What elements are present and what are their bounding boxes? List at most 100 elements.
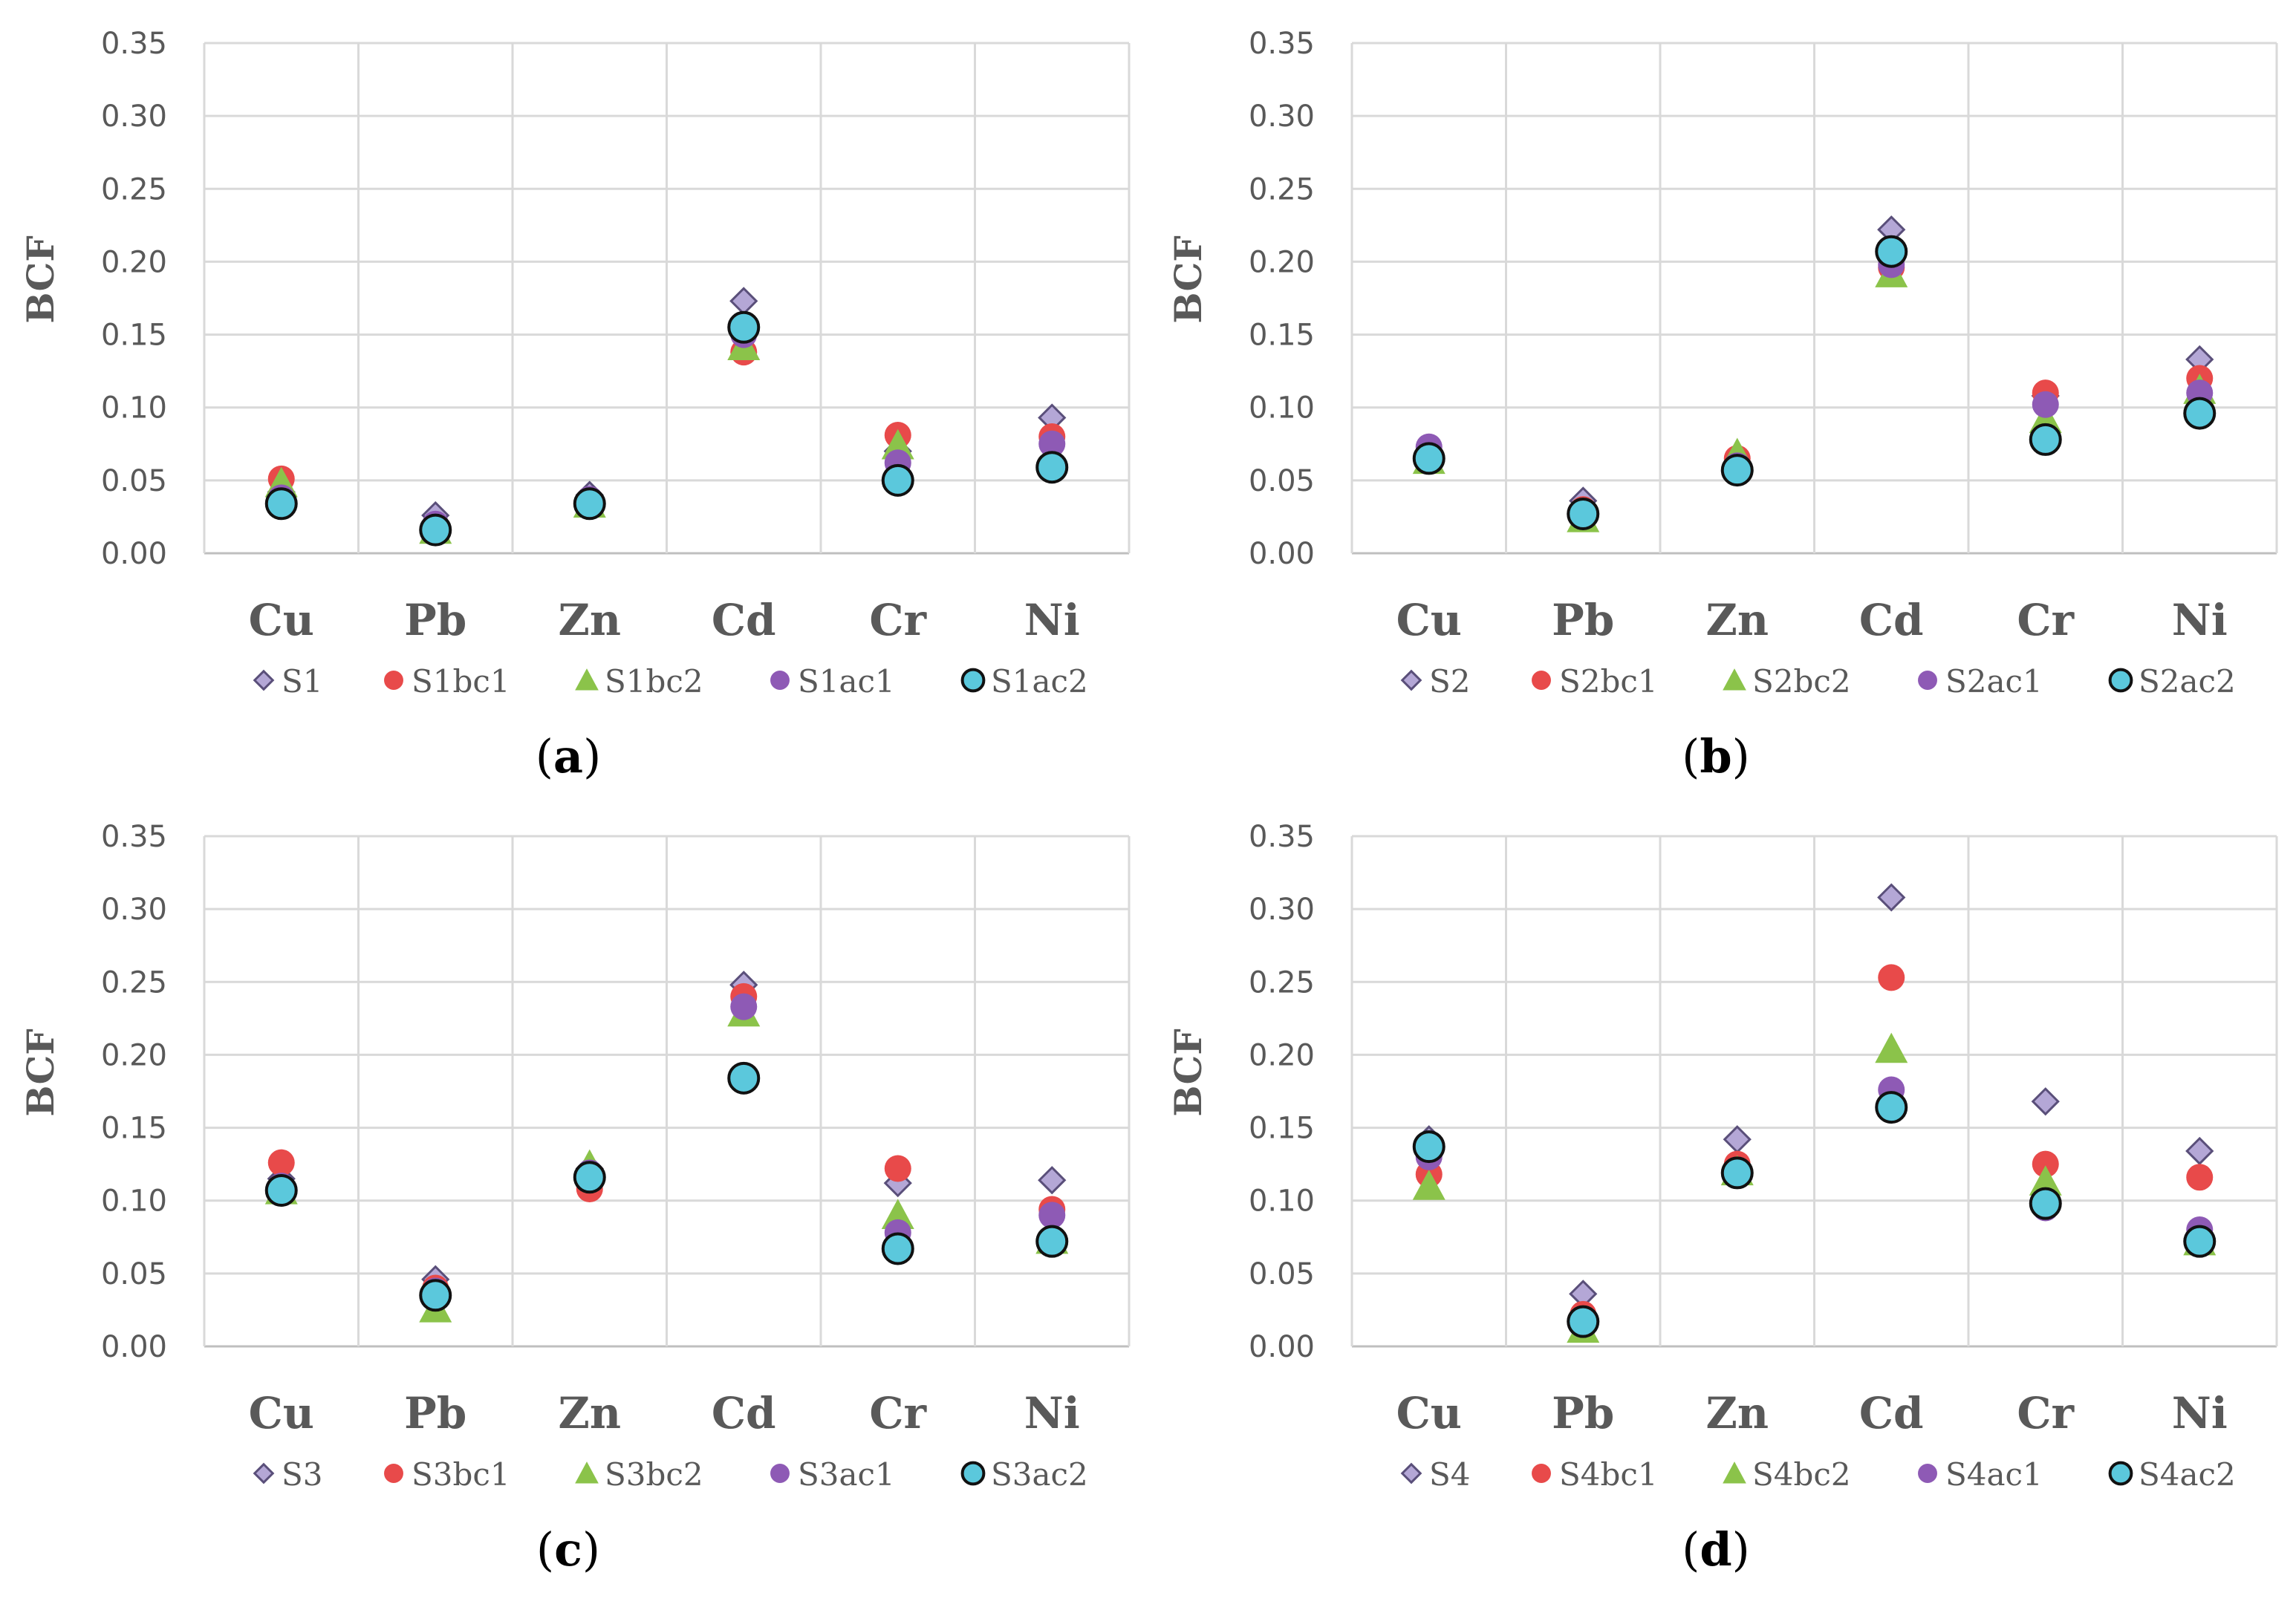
y-tick-label: 0.05 (1249, 464, 1315, 498)
legend-marker-s4bc1 (1532, 1464, 1551, 1483)
category-label-zn: Zn (558, 595, 621, 645)
category-label-ni: Ni (1024, 595, 1080, 645)
legend-label-s3bc1: S3bc1 (412, 1456, 510, 1493)
y-tick-label: 0.00 (1249, 537, 1315, 571)
legend-marker-s2bc2 (1723, 668, 1746, 691)
legend-label-s1bc1: S1bc1 (412, 663, 510, 700)
y-tick-label: 0.10 (101, 391, 167, 426)
legend-label-s4bc1: S4bc1 (1559, 1456, 1658, 1493)
legend-label-s4ac1: S4ac1 (1945, 1456, 2043, 1493)
data-point-s2ac2-ni (2183, 397, 2217, 430)
y-tick-label: 0.05 (101, 1257, 167, 1291)
y-axis-label: BCF (1166, 235, 1210, 323)
panel-label-letter: d (1700, 1522, 1731, 1577)
data-point-s4-cr (2031, 1087, 2060, 1116)
legend-label-s2: S2 (1429, 663, 1471, 700)
y-tick-label: 0.15 (101, 1112, 167, 1146)
data-point-s4bc2-cd (1875, 1032, 1908, 1063)
y-tick-label: 0.30 (101, 893, 167, 927)
category-label-cr: Cr (2017, 1388, 2075, 1438)
data-point-s1ac1-ni (1038, 430, 1066, 457)
legend-marker-s2ac1 (1918, 671, 1937, 690)
data-point-s1-cd (729, 287, 758, 316)
data-point-s4ac2-pb (1567, 1305, 1600, 1338)
y-tick-label: 0.15 (1249, 1112, 1315, 1146)
data-point-s4ac2-cu (1412, 1130, 1445, 1164)
y-tick-label: 0.20 (101, 1038, 167, 1072)
data-point-s1bc2-cr (881, 428, 914, 460)
data-point-s3ac2-pb (419, 1279, 452, 1312)
y-tick-label: 0.35 (1249, 27, 1315, 61)
category-label-pb: Pb (404, 1388, 466, 1438)
y-tick-label: 0.25 (101, 965, 167, 1000)
y-tick-label: 0.35 (101, 27, 167, 61)
legend-label-s3: S3 (282, 1456, 323, 1493)
y-tick-label: 0.00 (1249, 1330, 1315, 1364)
legend-marker-s2ac2 (2108, 668, 2133, 693)
category-label-zn: Zn (1705, 595, 1769, 645)
panel-label-letter: a (553, 729, 583, 783)
category-label-pb: Pb (1552, 595, 1614, 645)
data-point-s1ac2-pb (419, 513, 452, 547)
data-point-s2ac2-zn (1720, 454, 1754, 487)
y-tick-label: 0.10 (101, 1184, 167, 1219)
y-tick-label: 0.10 (1249, 1184, 1315, 1219)
y-tick-label: 0.30 (1249, 893, 1315, 927)
panel-label-open: ( (536, 729, 553, 783)
data-point-s3bc1-cu (267, 1149, 295, 1176)
category-label-ni: Ni (1024, 1388, 1080, 1438)
data-point-s4-zn (1723, 1125, 1752, 1154)
y-tick-label: 0.20 (1249, 245, 1315, 279)
data-point-s1ac2-zn (573, 487, 606, 521)
data-point-s3bc1-cr (884, 1155, 911, 1182)
y-tick-label: 0.30 (101, 100, 167, 134)
y-axis-label: BCF (19, 1029, 62, 1116)
panel-label-open: ( (536, 1522, 554, 1577)
y-tick-label: 0.25 (1249, 965, 1315, 1000)
legend-marker-s1 (253, 669, 275, 691)
data-point-s2ac2-cr (2029, 423, 2062, 456)
legend-marker-s2bc1 (1532, 671, 1551, 690)
data-point-s1ac2-ni (1035, 451, 1069, 484)
legend-label-s3ac2: S3ac2 (991, 1456, 1088, 1493)
legend-marker-s1bc2 (575, 668, 599, 691)
panel-label-open: ( (1682, 1522, 1700, 1577)
data-point-s4bc1-cd (1878, 964, 1905, 991)
category-label-cu: Cu (1396, 595, 1462, 645)
legend-label-s2ac2: S2ac2 (2139, 663, 2236, 700)
category-label-ni: Ni (2172, 1388, 2228, 1438)
y-tick-label: 0.05 (101, 464, 167, 498)
y-tick-label: 0.25 (101, 172, 167, 206)
data-point-s2ac1-cr (2032, 391, 2059, 418)
chart-panel-c: 0.00 0.05 0.10 0.15 0.20 0.25 0.30 0.35 BCF Cu Pb Z… (19, 820, 1131, 1577)
data-point-s4bc1-cr (2032, 1150, 2059, 1178)
data-point-s3-ni (1038, 1166, 1067, 1195)
category-label-cu: Cu (249, 595, 314, 645)
category-label-cd: Cd (712, 1388, 776, 1438)
y-tick-label: 0.20 (101, 245, 167, 279)
chart-panel-b: 0.00 0.05 0.10 0.15 0.20 0.25 0.30 0.35 BCF Cu Pb Z… (1166, 27, 2278, 783)
category-label-cr: Cr (2017, 595, 2075, 645)
data-point-s3ac2-cu (264, 1173, 298, 1207)
legend-label-s4: S4 (1429, 1456, 1471, 1493)
category-label-cu: Cu (249, 1388, 314, 1438)
data-point-s1ac2-cd (727, 310, 761, 344)
legend-label-s2bc2: S2bc2 (1752, 663, 1851, 700)
legend-marker-s3ac2 (960, 1461, 986, 1486)
legend-marker-s1bc1 (384, 671, 403, 690)
chart-panel-d: 0.00 0.05 0.10 0.15 0.20 0.25 0.30 0.35 BCF Cu Pb Z… (1166, 820, 2278, 1577)
panel-label: (d) (1682, 1522, 1750, 1577)
legend-label-s3ac1: S3ac1 (798, 1456, 895, 1493)
legend-marker-s3 (253, 1462, 275, 1484)
data-point-s4ac2-ni (2183, 1225, 2217, 1258)
y-tick-label: 0.25 (1249, 172, 1315, 206)
legend-label-s2ac1: S2ac1 (1945, 663, 2043, 700)
panel-label-close: ) (1732, 1522, 1750, 1577)
data-point-s4-ni (2185, 1136, 2214, 1166)
data-point-s4ac2-cr (2029, 1187, 2062, 1220)
category-label-zn: Zn (558, 1388, 621, 1438)
category-label-cd: Cd (1859, 595, 1924, 645)
legend-label-s1ac1: S1ac1 (798, 663, 895, 700)
category-label-cr: Cr (869, 595, 927, 645)
y-tick-label: 0.00 (101, 1330, 167, 1364)
